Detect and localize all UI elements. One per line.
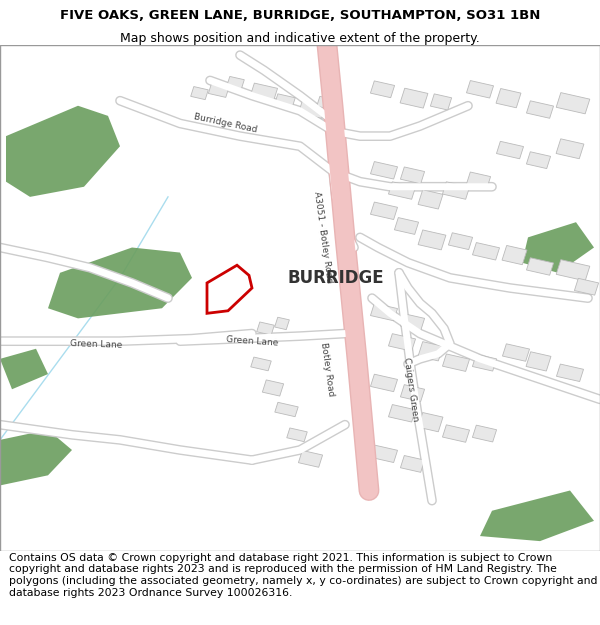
Bar (418, 412, 443, 432)
Bar (430, 94, 452, 110)
Text: FIVE OAKS, GREEN LANE, BURRIDGE, SOUTHAMPTON, SO31 1BN: FIVE OAKS, GREEN LANE, BURRIDGE, SOUTHAM… (60, 9, 540, 22)
Bar (442, 354, 470, 371)
Bar (502, 344, 530, 361)
Bar (227, 76, 244, 89)
Bar (262, 380, 284, 396)
Polygon shape (522, 222, 594, 272)
Bar (400, 88, 428, 108)
Bar (275, 94, 295, 108)
Text: Map shows position and indicative extent of the property.: Map shows position and indicative extent… (120, 32, 480, 46)
Text: A3051 - Botley Road: A3051 - Botley Road (312, 191, 334, 284)
Bar (317, 96, 337, 110)
Bar (556, 139, 584, 159)
Bar (191, 87, 208, 99)
Bar (370, 374, 398, 392)
Bar (496, 89, 521, 107)
Text: BURRIDGE: BURRIDGE (287, 269, 385, 287)
Bar (556, 92, 590, 114)
Bar (442, 182, 470, 199)
Bar (400, 384, 425, 401)
Bar (502, 246, 527, 265)
Bar (466, 172, 491, 189)
Polygon shape (0, 349, 48, 389)
Bar (287, 428, 307, 442)
Bar (250, 83, 278, 101)
Bar (442, 425, 470, 442)
Text: Contains OS data © Crown copyright and database right 2021. This information is : Contains OS data © Crown copyright and d… (9, 552, 598, 598)
Text: Burridge Road: Burridge Road (193, 112, 257, 134)
Bar (298, 451, 323, 468)
Text: Caigers Green: Caigers Green (402, 357, 420, 422)
Bar (275, 402, 298, 417)
Bar (526, 352, 551, 371)
Bar (574, 278, 599, 295)
Bar (472, 354, 497, 371)
Polygon shape (48, 248, 192, 318)
Bar (556, 259, 590, 281)
Bar (251, 357, 271, 371)
Bar (418, 342, 443, 361)
Bar (370, 303, 398, 321)
Bar (370, 81, 395, 98)
Bar (257, 322, 274, 335)
Bar (400, 456, 425, 472)
Bar (275, 318, 289, 329)
Bar (370, 162, 398, 179)
Bar (388, 182, 416, 199)
Text: Botley Road: Botley Road (319, 341, 335, 396)
Bar (448, 232, 473, 249)
Bar (472, 242, 500, 260)
Polygon shape (480, 491, 594, 541)
Bar (466, 81, 494, 98)
Bar (394, 217, 419, 234)
Bar (526, 152, 551, 169)
Bar (388, 334, 416, 351)
Bar (400, 314, 425, 331)
Bar (370, 202, 398, 219)
Bar (496, 141, 524, 159)
Bar (400, 167, 425, 184)
Text: Green Lane: Green Lane (70, 339, 122, 350)
Bar (298, 101, 326, 118)
Bar (472, 425, 497, 442)
Polygon shape (6, 106, 120, 197)
Polygon shape (0, 430, 72, 486)
Bar (418, 230, 446, 250)
Bar (208, 81, 230, 98)
Text: Green Lane: Green Lane (226, 336, 278, 348)
Bar (388, 404, 416, 422)
Bar (556, 364, 584, 381)
Bar (526, 258, 554, 275)
Bar (370, 445, 398, 462)
Bar (418, 190, 443, 209)
Bar (526, 101, 554, 118)
